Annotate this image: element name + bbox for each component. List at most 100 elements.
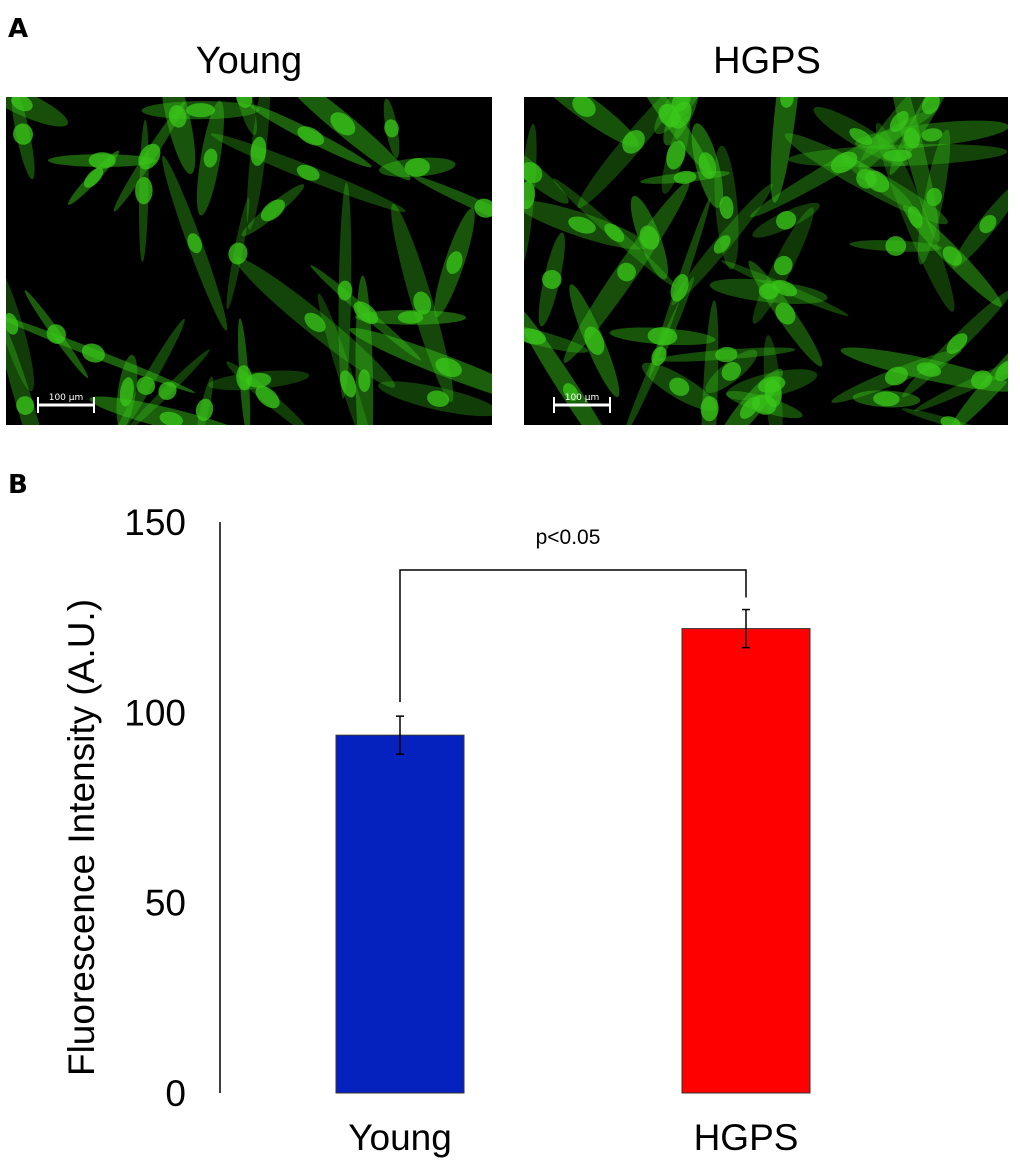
cell-nucleus [138,143,161,170]
cell-nucleus [907,206,923,229]
cell-nucleus [427,390,450,407]
bar-young [335,734,465,1094]
cell-nucleus [884,366,908,386]
error-bars [396,608,750,755]
cell-nucleus [358,369,371,392]
cell-nucleus [83,167,104,188]
cell-nucleus [572,97,596,117]
cell-nucleus [903,127,920,149]
cell-nucleus [568,216,596,234]
cell-nucleus [246,372,272,388]
cell-nucleus [435,357,462,377]
cell-nucleus [946,333,968,354]
panel-b-label: B [8,470,28,500]
hgps-fluorescence-micrograph: 100 µm [524,97,1008,425]
x-category-labels: Young HGPS [348,1117,798,1158]
hgps-scale-bar-label: 100 µm [565,393,600,403]
hgps-cells-image: 100 µm [524,97,1008,425]
cell-nucleus [159,411,183,425]
bar-hgps [681,628,811,1094]
cell-nucleus [670,101,692,129]
cell-nucleus [942,246,963,266]
cell-nucleus [883,149,913,162]
cell-nucleus [622,130,645,154]
cell-nucleus [446,251,463,274]
cell-nucleus [228,242,248,265]
y-tick-label: 100 [124,692,186,733]
young-image-title: Young [195,40,303,82]
hgps-cells [524,97,1008,425]
cell-nucleus [330,112,356,136]
cell-nucleus [916,362,942,377]
cell-nucleus [666,140,686,170]
young-fluorescence-micrograph: 100 µm [6,97,492,425]
cell-nucleus [195,398,214,421]
cell-nucleus [158,381,177,400]
cell-nucleus [187,233,202,254]
cell-nucleus [397,310,424,324]
young-scale-bar-label: 100 µm [49,393,84,403]
cell-nucleus [203,148,218,168]
cell-nucleus [304,312,326,333]
cell-nucleus [260,199,285,222]
cell-nucleus [651,346,667,366]
x-category-label: HGPS [694,1117,799,1158]
cell-nucleus [921,128,943,142]
y-tick-labels: 0 50 100 150 [124,502,186,1114]
cell-nucleus [780,97,794,108]
hgps-scale-bar: 100 µm [553,393,611,413]
y-tick-label: 50 [145,883,186,924]
cell-nucleus [940,416,961,425]
bars [335,628,811,1094]
cell-nucleus [864,170,890,193]
cell-nucleus [88,152,116,169]
cell-nucleus [236,97,253,108]
cell-nucleus [926,187,942,207]
cell-nucleus [413,291,432,315]
young-cells [6,97,492,425]
cell-nucleus [168,105,187,128]
y-axis-label: Fluorescence Intensity (A.U.) [61,599,102,1076]
cell-nucleus [81,343,105,363]
cell-nucleus [713,235,731,254]
cell-nucleus [6,313,19,335]
cell-nucleus [979,214,997,234]
cell-nucleus [873,391,900,407]
cell-nucleus [715,347,738,363]
cell-nucleus [647,327,678,346]
cell-nucleus [885,236,907,256]
cell-nucleus [542,269,562,290]
cell-nucleus [670,274,689,302]
cell-nucleus [673,170,697,184]
cell-nucleus [11,97,33,112]
cell-nucleus [13,123,33,145]
cell-nucleus [136,376,156,395]
bracket-line [399,569,747,703]
cell-nucleus [922,97,940,115]
cell-nucleus [776,210,797,230]
cell-nucleus [849,128,873,145]
cell-nucleus [119,377,134,407]
cell-nucleus [474,198,492,218]
cell-nucleus [339,370,357,398]
young-cells-image: 100 µm [6,97,492,425]
cell-nucleus [255,385,280,409]
cell-nucleus [353,301,378,325]
cell-nucleus [384,119,399,138]
cell-nucleus [719,196,734,219]
cell-nucleus [524,181,535,210]
cell-nucleus [758,283,779,300]
cell-nucleus [404,158,430,177]
panel-a-label: A [8,14,29,44]
cell-nucleus [698,152,717,179]
cell-nucleus [889,111,909,132]
cell-nucleus [135,177,153,205]
hgps-image-title: HGPS [713,40,821,82]
significance-bracket: p<0.05 [399,526,747,703]
x-category-label: Young [348,1117,452,1158]
cell-nucleus [764,378,782,408]
cell-nucleus [584,326,605,355]
cell-nucleus [524,161,543,184]
cell-nucleus [604,223,625,243]
cell-nucleus [46,324,66,344]
